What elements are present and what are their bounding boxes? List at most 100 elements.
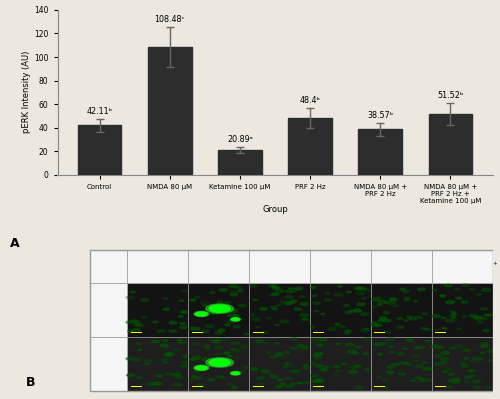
Bar	[90, 250, 127, 283]
Circle shape	[314, 310, 319, 312]
Circle shape	[390, 298, 396, 300]
Circle shape	[268, 284, 277, 287]
Circle shape	[244, 333, 249, 335]
Circle shape	[360, 312, 369, 316]
Circle shape	[256, 377, 262, 380]
Circle shape	[321, 313, 325, 314]
Circle shape	[218, 361, 223, 362]
Circle shape	[384, 331, 391, 334]
Circle shape	[336, 343, 340, 345]
Circle shape	[260, 376, 264, 378]
Circle shape	[253, 299, 258, 300]
Circle shape	[234, 316, 238, 318]
Circle shape	[398, 373, 405, 375]
Bar	[249, 337, 310, 391]
Circle shape	[415, 365, 424, 368]
Circle shape	[270, 306, 277, 308]
Circle shape	[418, 288, 426, 290]
Circle shape	[452, 381, 460, 383]
Circle shape	[383, 319, 391, 322]
Circle shape	[282, 366, 288, 368]
Circle shape	[216, 346, 223, 349]
Circle shape	[372, 306, 376, 307]
Circle shape	[378, 353, 382, 355]
Circle shape	[164, 340, 168, 342]
Circle shape	[231, 386, 237, 388]
Circle shape	[300, 302, 308, 305]
Circle shape	[462, 365, 468, 367]
Circle shape	[210, 292, 216, 294]
Circle shape	[190, 359, 195, 360]
Bar	[310, 337, 370, 391]
Circle shape	[348, 350, 356, 353]
Circle shape	[212, 340, 220, 343]
Circle shape	[403, 348, 407, 350]
Circle shape	[398, 363, 403, 364]
Circle shape	[304, 305, 308, 306]
Bar	[188, 337, 249, 391]
Circle shape	[389, 351, 395, 353]
Circle shape	[387, 301, 396, 304]
Circle shape	[364, 354, 368, 355]
Circle shape	[267, 317, 271, 319]
Circle shape	[134, 329, 140, 330]
Circle shape	[158, 375, 162, 377]
Circle shape	[192, 356, 200, 359]
Circle shape	[303, 367, 310, 369]
Circle shape	[278, 385, 283, 387]
Circle shape	[315, 379, 324, 382]
Circle shape	[477, 321, 483, 323]
Bar	[436, 332, 446, 334]
Bar	[90, 283, 127, 337]
Circle shape	[165, 353, 172, 356]
Circle shape	[455, 345, 463, 348]
Circle shape	[272, 287, 280, 290]
Circle shape	[440, 295, 444, 296]
Circle shape	[461, 301, 468, 303]
Circle shape	[314, 379, 323, 382]
Bar	[252, 386, 264, 387]
Circle shape	[221, 377, 226, 379]
Circle shape	[214, 340, 220, 342]
Circle shape	[233, 350, 240, 352]
Circle shape	[260, 308, 268, 310]
Text: 20.89ᵃ: 20.89ᵃ	[227, 135, 253, 144]
Circle shape	[464, 358, 469, 359]
Bar	[252, 332, 264, 334]
Text: NMDA 80 μM + PRF 2 Hz: NMDA 80 μM + PRF 2 Hz	[369, 264, 434, 269]
Circle shape	[364, 338, 372, 340]
Circle shape	[134, 324, 141, 326]
Circle shape	[442, 361, 447, 363]
Circle shape	[215, 353, 221, 356]
Circle shape	[422, 362, 426, 363]
Circle shape	[210, 312, 218, 315]
Circle shape	[178, 341, 186, 344]
Circle shape	[226, 320, 235, 323]
Circle shape	[341, 363, 346, 365]
Circle shape	[136, 377, 142, 379]
Circle shape	[334, 365, 340, 367]
Circle shape	[380, 318, 386, 320]
Circle shape	[241, 371, 245, 373]
Circle shape	[181, 311, 186, 313]
Bar	[314, 332, 324, 334]
X-axis label: Group: Group	[262, 205, 288, 214]
Circle shape	[363, 289, 370, 291]
Circle shape	[378, 320, 384, 322]
Circle shape	[212, 311, 219, 314]
Circle shape	[355, 308, 360, 310]
Circle shape	[485, 386, 492, 389]
Circle shape	[363, 352, 368, 354]
Circle shape	[314, 364, 322, 367]
Circle shape	[250, 284, 257, 287]
Circle shape	[138, 325, 144, 327]
Circle shape	[220, 338, 227, 340]
Circle shape	[317, 365, 323, 367]
Circle shape	[354, 365, 361, 367]
Circle shape	[376, 376, 382, 378]
Circle shape	[227, 355, 232, 357]
Circle shape	[164, 362, 168, 363]
Bar	[131, 332, 141, 334]
Circle shape	[269, 355, 278, 358]
Circle shape	[177, 339, 182, 340]
